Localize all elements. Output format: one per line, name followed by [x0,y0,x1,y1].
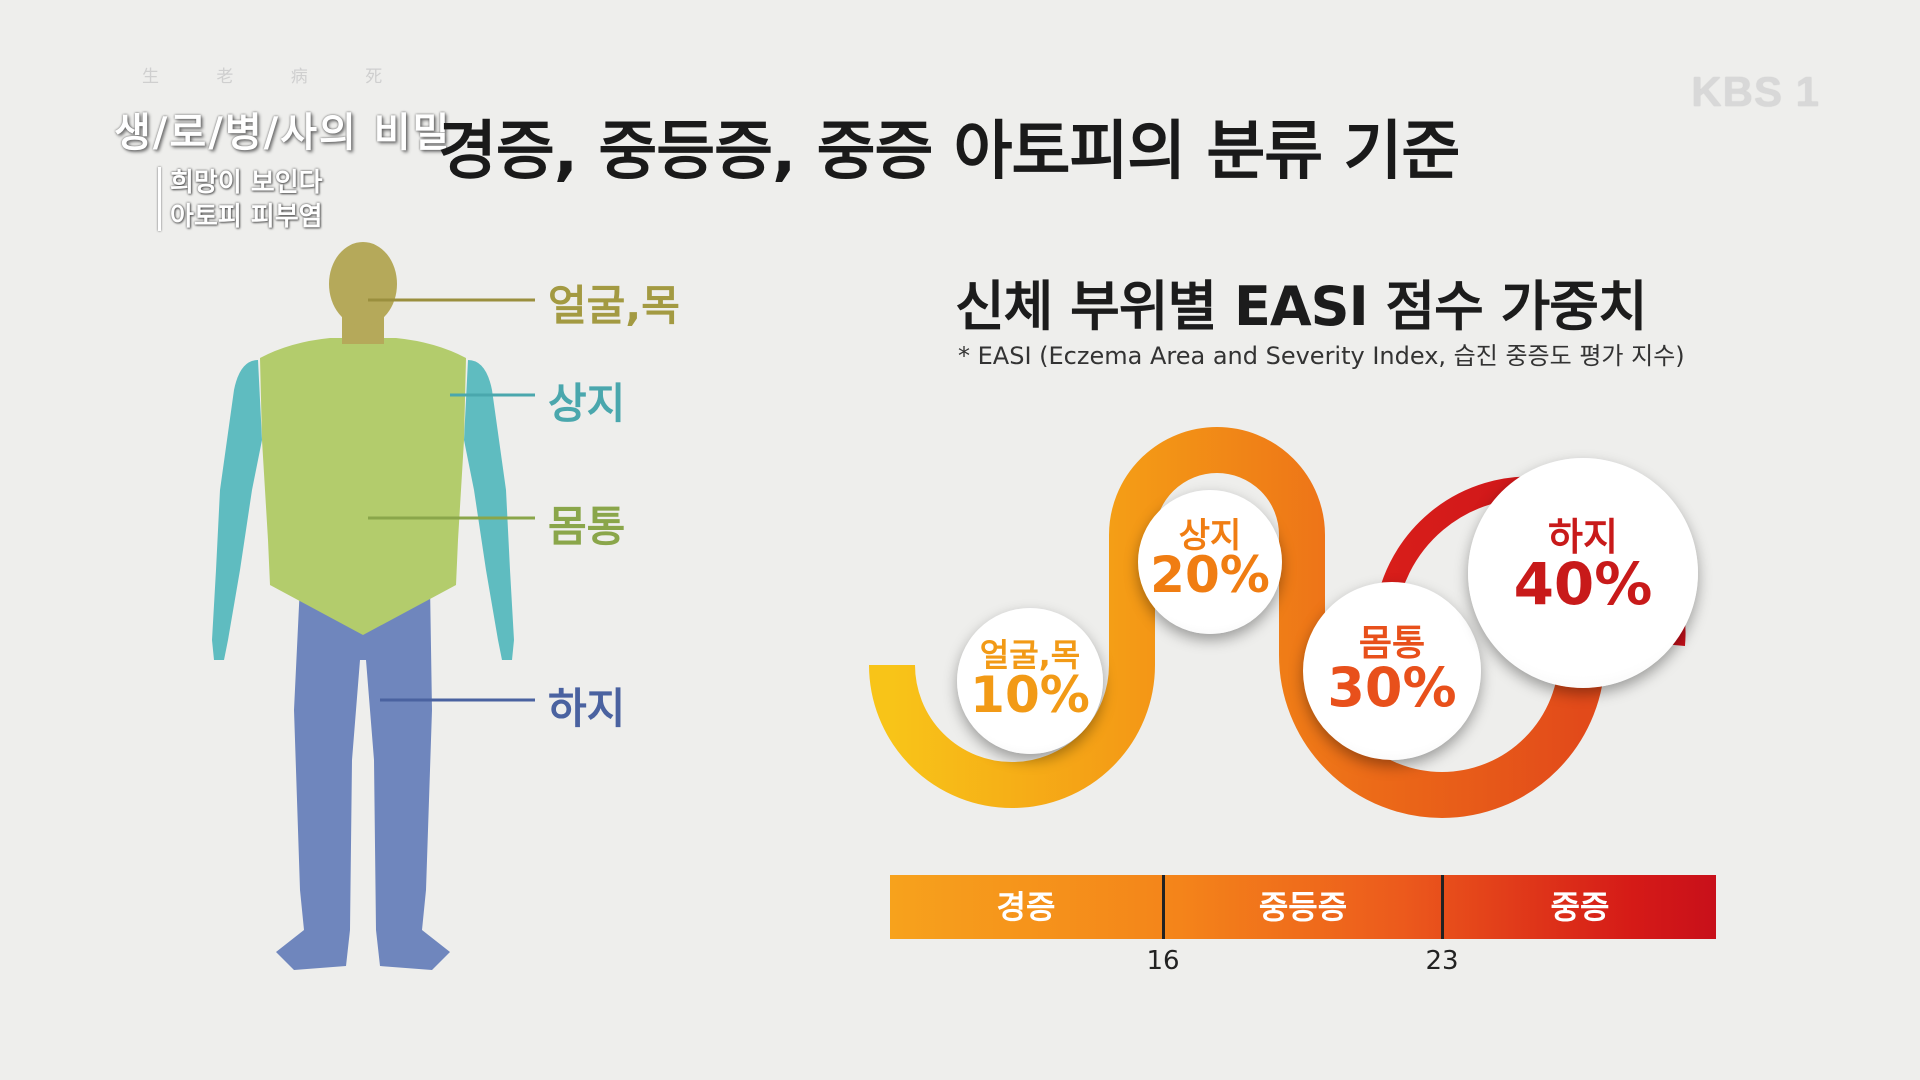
severity-mild: 경증 [996,888,1056,926]
body-trunk [260,338,466,635]
body-legs [276,585,450,970]
severity-bar: 경증 중등증 중증 [890,875,1716,939]
weight-circle-lower-limbs: 하지 40% [1468,458,1698,688]
weight-name-lower-limbs: 하지 [1548,515,1618,559]
main-title: 경증, 중등증, 중증 아토피의 분류 기준 [438,115,1460,189]
episode-line-2: 아토피 피부염 [170,202,323,232]
weight-percent-lower-limbs: 40% [1513,550,1653,618]
logo-divider [158,167,161,231]
weight-percent-trunk: 30% [1327,656,1457,719]
body-arms-right [464,360,514,660]
episode-line-1: 희망이 보인다 [170,168,323,198]
program-title: 생/로/병/사의 비밀 [114,109,452,156]
label-upper-limbs: 상지 [548,379,626,428]
weight-name-face-neck: 얼굴,목 [979,636,1081,674]
label-lower-limbs: 하지 [548,684,626,733]
threshold-23: 23 [1425,946,1459,976]
wave-band [869,427,1605,818]
weight-percent-upper-limbs: 20% [1150,546,1270,604]
program-logo: 生 老 病 死 생/로/병/사의 비밀 희망이 보인다 아토피 피부염 [108,62,449,232]
body-arms [212,360,262,660]
weight-circle-trunk: 몸통 30% [1303,582,1481,760]
weight-circle-upper-limbs: 상지 20% [1138,490,1282,634]
label-trunk: 몸통 [548,502,626,551]
broadcaster-logo: KBS 1 [1691,68,1820,115]
severity-divider-2 [1441,875,1444,939]
weight-name-upper-limbs: 상지 [1178,516,1242,556]
easi-footnote: * EASI (Eczema Area and Severity Index, … [958,342,1685,370]
weight-percent-face-neck: 10% [970,666,1090,724]
threshold-16: 16 [1146,946,1180,976]
body-head [329,242,397,326]
label-face-neck: 얼굴,목 [548,281,680,330]
chart-subtitle: 신체 부위별 EASI 점수 가중치 [955,275,1648,338]
severity-divider-1 [1162,875,1165,939]
severity-severe: 중증 [1550,888,1610,926]
program-hanja: 生 老 病 死 [142,67,409,87]
severity-moderate: 중등증 [1258,888,1348,926]
body-figure [212,242,535,970]
weight-name-trunk: 몸통 [1358,623,1426,664]
weight-circle-face-neck: 얼굴,목 10% [957,608,1103,754]
